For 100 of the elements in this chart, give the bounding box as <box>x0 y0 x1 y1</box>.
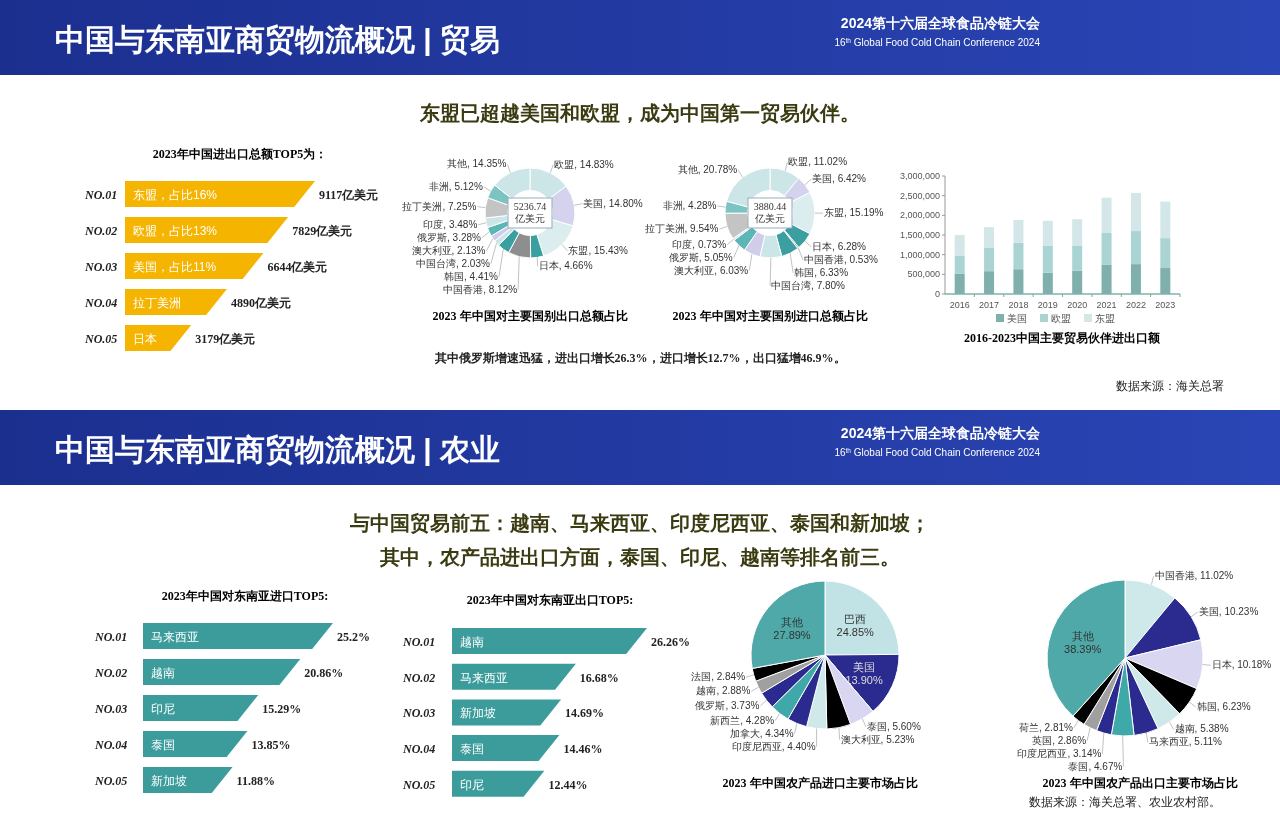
data-label: 9117亿美元 <box>319 188 379 202</box>
y-tick-label: 1,000,000 <box>899 249 940 260</box>
text: 3880.44 亿美元 <box>753 201 787 224</box>
annotation: 新加坡 <box>151 774 187 788</box>
slice-label: 其他, 14.35% <box>446 158 507 170</box>
data-label: 7829亿美元 <box>292 224 353 238</box>
slice-label: 拉丁美洲, 9.54% <box>644 223 719 235</box>
text: 2023 年中国农产品进口主要市场占比 <box>722 776 918 790</box>
slice-label: 欧盟, 11.02% <box>788 156 848 168</box>
source-note: 数据来源：海关总署、农业农村部。 <box>1029 795 1221 809</box>
annotation: 越南 <box>151 666 175 680</box>
slice-label: 东盟, 15.19% <box>824 207 884 219</box>
slice-label: 俄罗斯, 3.28% <box>417 231 482 243</box>
slice-label: 美国, 14.80% <box>583 197 643 209</box>
slice-label: 印度, 0.73% <box>672 238 727 250</box>
slice-label: 美国, 6.42% <box>812 173 867 185</box>
text: 东盟已超越美国和欧盟，成为中国第一贸易伙伴。 <box>419 102 860 124</box>
slice-label: 印度尼西亚, 3.14% <box>1017 747 1102 759</box>
slice-label: 澳大利亚, 5.23% <box>840 733 915 745</box>
x-tick-label: 2016 <box>949 300 970 310</box>
slice-label: 日本, 4.66% <box>538 260 593 272</box>
y-tick-label: NO.05 <box>402 777 436 792</box>
slice-label: 拉丁美洲, 7.25% <box>402 200 477 212</box>
y-tick-label: NO.05 <box>94 774 128 788</box>
x-tick-label: 2021 <box>1096 300 1117 310</box>
y-tick-label: NO.02 <box>402 670 436 685</box>
annotation: 马来西亚 <box>151 630 199 644</box>
data-label: 27.89% <box>773 628 811 641</box>
data-label: 24.85% <box>836 625 875 638</box>
slice-label: 新西兰, 4.28% <box>710 714 775 726</box>
text: 中国与东南亚商贸物流概况 | 农业 <box>55 433 501 466</box>
slice-label: 非洲, 5.12% <box>428 180 483 192</box>
text: 2023 年中国对主要国别出口总额占比 <box>432 309 628 323</box>
annotation: 东盟，占比16% <box>133 188 218 202</box>
x-tick-label: 2018 <box>1008 300 1029 310</box>
text: 16$^{th}$ Global Food Cold Chain Conference 2024 <box>834 446 1041 458</box>
slice-label: 中国台湾, 2.03% <box>415 257 490 269</box>
y-tick-label: 0 <box>934 289 940 299</box>
slice-label: 泰国, 5.60% <box>866 720 921 732</box>
slice-label: 中国台湾, 7.80% <box>771 279 846 291</box>
slice-label: 中国香港, 8.12% <box>443 283 518 295</box>
slice-label: 韩国, 6.23% <box>1196 701 1251 713</box>
slice-label: 其他, 20.78% <box>677 164 738 176</box>
data-label: 38.39% <box>1064 642 1102 655</box>
slice-label: 韩国, 4.41% <box>444 270 499 282</box>
annotation: 马来西亚 <box>460 670 508 685</box>
slice-label: 越南, 5.38% <box>1174 723 1229 735</box>
text: 16$^{th}$ Global Food Cold Chain Conference 2024 <box>834 36 1041 48</box>
slice-label: 俄罗斯, 5.05% <box>668 251 733 263</box>
data-label: 16.68% <box>579 670 619 685</box>
slice-label: 澳大利亚, 6.03% <box>674 264 749 276</box>
x-tick-label: 2020 <box>1067 300 1088 310</box>
data-label: 15.29% <box>262 702 302 716</box>
data-label: 13.90% <box>845 673 883 686</box>
x-tick-label: 2022 <box>1125 300 1146 310</box>
x-tick-label: 2019 <box>1037 300 1058 310</box>
slice-label: 东盟, 15.43% <box>568 244 629 256</box>
legend-label: 美国 <box>1007 313 1027 324</box>
slice-label: 非洲, 4.28% <box>662 199 717 211</box>
y-tick-label: NO.01 <box>402 635 436 649</box>
chart-title: 2023年中国进出口总额TOP5为： <box>152 147 328 161</box>
y-tick-label: NO.05 <box>84 332 118 346</box>
text: 与中国贸易前五：越南、马来西亚、印度尼西亚、泰国和新加坡； <box>349 512 930 534</box>
y-tick-label: NO.04 <box>84 296 118 310</box>
slice-label: 荷兰, 2.81% <box>1019 721 1074 733</box>
text: 其中俄罗斯增速迅猛，进出口增长26.3%，进口增长12.7%，出口猛增46.9%。 <box>433 351 846 365</box>
slice-label: 越南, 2.88% <box>696 685 751 697</box>
slice-label: 马来西亚, 5.11% <box>1148 736 1223 748</box>
slice-label: 中国香港, 11.02% <box>1154 570 1234 582</box>
slice-label: 英国, 2.86% <box>1032 734 1087 746</box>
y-tick-label: 500,000 <box>907 269 940 280</box>
y-tick-label: 1,500,000 <box>899 230 940 240</box>
text: 5236.74 亿美元 <box>513 201 547 224</box>
legend-label: 东盟 <box>1095 313 1115 324</box>
annotation: 泰国 <box>151 738 175 752</box>
slice-label: 澳大利亚, 2.13% <box>411 244 486 256</box>
source-note: 数据来源：海关总署 <box>1116 379 1224 393</box>
slice-label: 俄罗斯, 3.73% <box>695 699 760 711</box>
y-tick-label: NO.02 <box>84 224 118 238</box>
annotation: 欧盟，占比13% <box>133 224 218 238</box>
annotation: 新加坡 <box>460 706 496 721</box>
data-label: 6644亿美元 <box>267 260 328 274</box>
x-tick-label: 2023 <box>1155 300 1176 310</box>
text: 2023 年中国对主要国别进口总额占比 <box>672 309 868 323</box>
slice-label: 美国 <box>853 660 876 673</box>
x-tick-label: 2017 <box>979 300 1000 310</box>
slice-label: 欧盟, 14.83% <box>554 158 614 170</box>
annotation: 印尼 <box>151 702 175 716</box>
annotation: 印尼 <box>460 777 484 792</box>
data-label: 25.2% <box>337 630 370 644</box>
y-tick-label: NO.03 <box>94 702 128 716</box>
data-label: 4890亿美元 <box>230 296 291 310</box>
y-tick-label: 2,000,000 <box>899 210 940 221</box>
data-label: 3179亿美元 <box>195 332 256 346</box>
legend-label: 欧盟 <box>1051 313 1071 324</box>
data-label: 13.85% <box>251 738 291 752</box>
data-label: 11.88% <box>236 774 275 788</box>
y-tick-label: NO.04 <box>402 742 436 757</box>
slice-label: 泰国, 4.67% <box>1068 760 1123 772</box>
data-label: 12.44% <box>548 777 588 792</box>
